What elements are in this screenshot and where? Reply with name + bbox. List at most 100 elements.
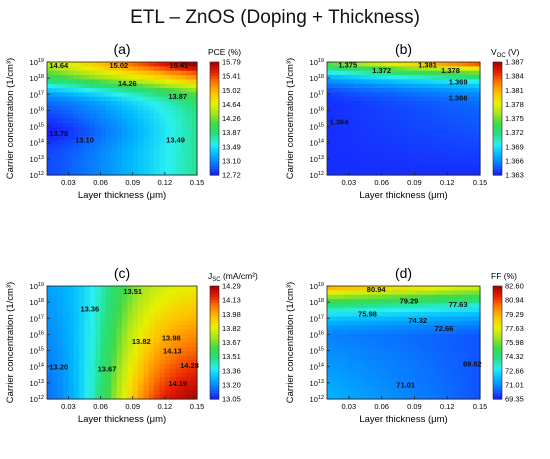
heatmap-cell xyxy=(127,62,134,67)
heatmap-cell xyxy=(89,161,96,167)
heatmap-cell xyxy=(132,144,139,150)
heatmap-cell xyxy=(414,79,421,85)
heatmap-cell xyxy=(452,372,459,378)
colorbar-segment xyxy=(493,98,502,103)
heatmap-cell xyxy=(180,303,187,309)
heatmap-cell xyxy=(122,312,128,318)
heatmap-cell xyxy=(95,351,102,357)
heatmap-cell xyxy=(111,316,118,322)
colorbar-segment xyxy=(210,367,219,372)
heatmap-cell xyxy=(100,70,107,76)
heatmap-cell xyxy=(436,342,443,348)
heatmap-cell xyxy=(463,294,470,300)
heatmap-cell xyxy=(419,153,426,159)
heatmap-cell xyxy=(452,381,459,387)
heatmap-cell xyxy=(370,303,377,309)
heatmap-cell xyxy=(122,325,128,331)
heatmap-cell xyxy=(180,377,187,383)
heatmap-cell xyxy=(436,62,443,67)
heatmap-cell xyxy=(159,157,166,163)
colorbar-segment xyxy=(493,387,502,392)
heatmap-cell xyxy=(159,377,166,383)
heatmap-cell xyxy=(447,127,454,133)
heatmap-cell xyxy=(132,79,139,85)
heatmap-cell xyxy=(132,114,139,120)
heatmap-cell xyxy=(127,346,134,352)
heatmap-cell xyxy=(89,166,96,172)
heatmap-cell xyxy=(370,346,377,352)
heatmap-cell xyxy=(452,127,459,133)
heatmap-cell xyxy=(148,79,155,85)
heatmap-cell xyxy=(105,161,112,167)
heatmap-cell xyxy=(441,299,448,304)
heatmap-cell xyxy=(57,390,64,396)
heatmap-cell xyxy=(170,109,177,115)
heatmap-cell xyxy=(376,75,383,80)
heatmap-cell xyxy=(354,329,361,335)
heatmap-cell xyxy=(89,381,96,387)
heatmap-cell xyxy=(89,140,96,146)
heatmap-cell xyxy=(376,153,383,159)
heatmap-cell xyxy=(47,88,53,94)
colorbar-segment xyxy=(210,158,219,162)
heatmap-cell xyxy=(132,109,139,115)
heatmap-cell xyxy=(186,320,193,326)
heatmap-cell xyxy=(365,118,372,124)
heatmap-cell xyxy=(408,320,416,326)
heatmap-cell xyxy=(463,109,470,115)
heatmap-cell xyxy=(154,118,161,124)
heatmap-cell xyxy=(343,105,350,111)
heatmap-cell xyxy=(63,114,70,120)
heatmap-cell xyxy=(127,153,134,159)
heatmap-cell xyxy=(408,118,416,124)
colorbar-segment xyxy=(493,132,502,137)
heatmap-cell xyxy=(89,312,96,318)
heatmap-cell xyxy=(403,88,410,94)
heatmap-cell xyxy=(337,290,344,296)
heatmap-cell xyxy=(63,62,70,67)
heatmap-cell xyxy=(332,307,339,313)
heatmap-cell xyxy=(387,355,394,361)
heatmap-cell xyxy=(122,109,128,115)
heatmap-cell xyxy=(365,320,372,326)
colorbar-segment xyxy=(210,373,219,377)
heatmap-cell xyxy=(79,307,86,313)
heatmap-cell xyxy=(122,70,128,76)
colorbar-segment xyxy=(210,67,219,72)
heatmap-cell xyxy=(327,148,334,154)
heatmap-cell xyxy=(138,290,145,296)
heatmap-cell xyxy=(180,157,187,163)
heatmap-cell xyxy=(365,307,372,313)
heatmap-cell xyxy=(441,325,448,331)
heatmap-cell xyxy=(47,153,53,159)
heatmap-cell xyxy=(143,342,150,348)
colorbar-segment xyxy=(493,322,502,327)
heatmap-cell xyxy=(414,320,421,326)
heatmap-cell xyxy=(95,153,102,159)
heatmap-cell xyxy=(143,83,150,89)
heatmap-cell xyxy=(89,390,96,396)
heatmap-cell xyxy=(365,303,372,309)
heatmap-cell xyxy=(337,79,344,85)
heatmap-cell xyxy=(469,140,476,146)
heatmap-cell xyxy=(474,355,481,361)
heatmap-cell xyxy=(132,105,139,111)
heatmap-cell xyxy=(148,346,155,352)
heatmap-cell xyxy=(387,346,394,352)
heatmap-cell xyxy=(159,338,166,344)
heatmap-cell xyxy=(47,286,53,291)
heatmap-cell xyxy=(414,312,421,318)
heatmap-cell xyxy=(47,307,53,313)
heatmap-cell xyxy=(159,127,166,133)
heatmap-cell xyxy=(425,355,432,361)
heatmap-cell xyxy=(100,342,107,348)
heatmap-cell xyxy=(159,144,166,150)
x-axis-label: Layer thickness (μm) xyxy=(359,414,447,425)
heatmap-cell xyxy=(89,105,96,111)
heatmap-cell xyxy=(132,135,139,141)
heatmap-cell xyxy=(447,316,454,322)
y-tick-label: 1013 xyxy=(30,379,44,388)
heatmap-cell xyxy=(47,320,53,326)
heatmap-cell xyxy=(452,88,459,94)
colorbar-tick-label: 74.32 xyxy=(505,352,524,361)
